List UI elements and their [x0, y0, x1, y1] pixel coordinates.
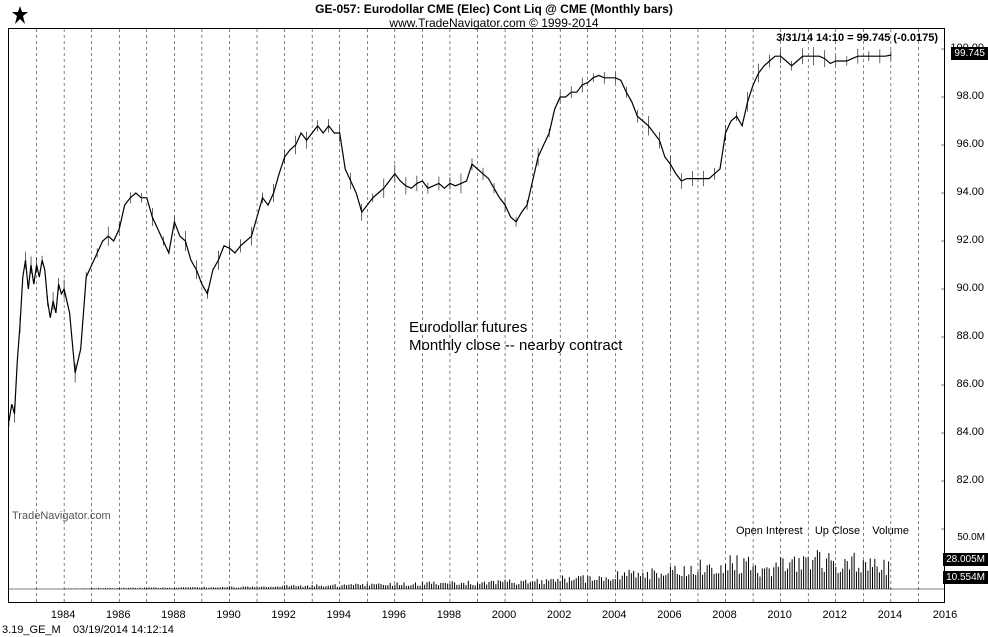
x-tick-label: 1990 — [216, 609, 240, 621]
annotation-line1: Eurodollar futures — [409, 319, 527, 336]
x-tick-label: 1986 — [106, 609, 130, 621]
y-axis: 82.00 84.00 86.00 88.00 90.00 92.00 94.00 96.00… — [946, 28, 988, 603]
y-tick-label: 90.00 — [956, 282, 984, 294]
volume-legend: Open Interest Up Close Volume — [736, 525, 909, 537]
y-tick-label: 94.00 — [956, 186, 984, 198]
annotation-line2: Monthly close -- nearby contract — [409, 337, 622, 354]
chart-title: GE-057: Eurodollar CME (Elec) Cont Liq @… — [0, 0, 988, 16]
x-tick-label: 2004 — [602, 609, 626, 621]
x-tick-label: 2008 — [712, 609, 736, 621]
x-tick-label: 1998 — [437, 609, 461, 621]
chart-plot-area: 3/31/14 14:10 = 99.745 (-0.0175) TradeNa… — [8, 28, 945, 603]
x-axis: 1984 1986 1988 1990 1992 1994 1996 1998 2000 2002… — [8, 609, 945, 623]
footer: 3.19_GE_M 03/19/2014 14:12:14 — [2, 624, 174, 636]
x-tick-label: 2006 — [657, 609, 681, 621]
y-tick-label: 82.00 — [956, 474, 984, 486]
x-tick-label: 2000 — [492, 609, 516, 621]
open-interest-tag: 28.005M — [943, 553, 988, 566]
x-tick-label: 2010 — [767, 609, 791, 621]
x-tick-label: 2014 — [878, 609, 902, 621]
y-tick-label: 88.00 — [956, 330, 984, 342]
footer-timestamp: 03/19/2014 14:12:14 — [73, 624, 174, 636]
chart-svg — [9, 29, 944, 602]
y-tick-label: 96.00 — [956, 138, 984, 150]
volume-tag: 10.554M — [943, 571, 988, 584]
volume-scale-tag: 50.0M — [954, 531, 988, 544]
footer-symbol: 3.19_GE_M — [2, 624, 61, 636]
x-tick-label: 1988 — [161, 609, 185, 621]
x-tick-label: 1992 — [271, 609, 295, 621]
price-status: 3/31/14 14:10 = 99.745 (-0.0175) — [776, 32, 938, 44]
x-tick-label: 2012 — [823, 609, 847, 621]
current-price-tag: 99.745 — [951, 47, 988, 60]
x-tick-label: 2016 — [933, 609, 957, 621]
watermark: TradeNavigator.com — [12, 510, 111, 522]
x-tick-label: 1984 — [51, 609, 75, 621]
x-tick-label: 1996 — [382, 609, 406, 621]
y-tick-label: 86.00 — [956, 378, 984, 390]
x-tick-label: 2002 — [547, 609, 571, 621]
y-tick-label: 92.00 — [956, 234, 984, 246]
y-tick-label: 98.00 — [956, 90, 984, 102]
x-tick-label: 1994 — [326, 609, 350, 621]
compass-logo-icon — [8, 4, 32, 28]
y-tick-label: 84.00 — [956, 426, 984, 438]
